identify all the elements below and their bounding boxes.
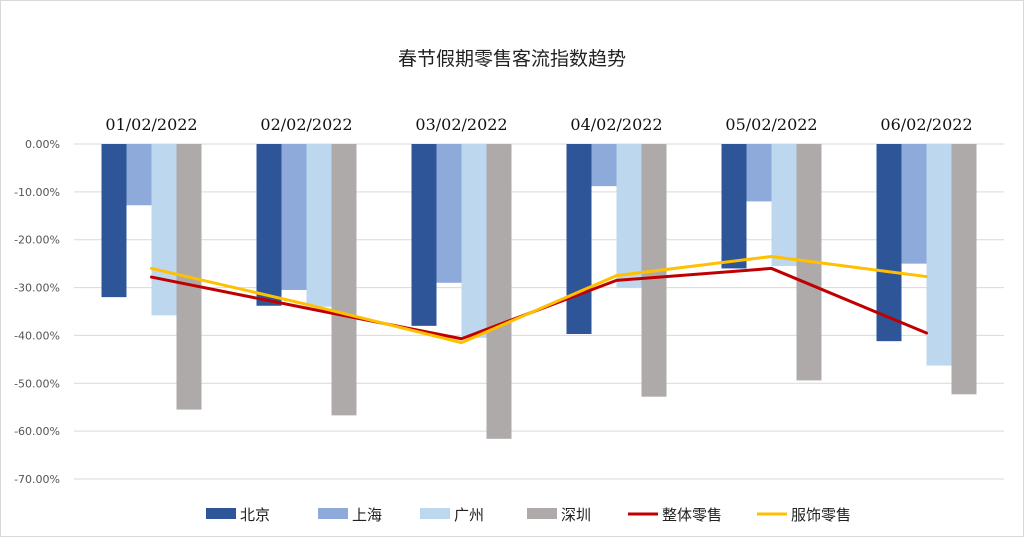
series-line [150, 254, 928, 345]
legend-swatch [420, 508, 450, 519]
bar [281, 144, 307, 290]
chart-title: 春节假期零售客流指数趋势 [398, 48, 626, 70]
legend-label: 服饰零售 [791, 506, 851, 524]
bar [951, 144, 977, 395]
bar [566, 144, 592, 334]
legend-label: 广州 [454, 506, 484, 524]
bar [591, 144, 617, 187]
y-axis-ticks: 0.00% -10.00% -20.00% -30.00% -40.00% -50.00%… [14, 138, 60, 486]
bar [411, 144, 437, 326]
bar [101, 144, 127, 298]
category-label: 06/02/2022 [880, 115, 972, 134]
bar [256, 144, 282, 306]
bar [436, 144, 462, 283]
bar [901, 144, 927, 264]
category-label: 03/02/2022 [415, 115, 507, 134]
bar [331, 144, 357, 416]
lines [150, 254, 928, 345]
legend-swatch [206, 508, 236, 519]
legend-swatch [527, 508, 557, 519]
y-tick-label: -70.00% [14, 473, 60, 486]
bar [616, 144, 642, 288]
y-tick-label: 0.00% [25, 138, 60, 151]
category-label: 05/02/2022 [725, 115, 817, 134]
bar [461, 144, 487, 338]
bar [926, 144, 952, 366]
bar [486, 144, 512, 439]
bar [876, 144, 902, 342]
legend-label: 整体零售 [662, 506, 722, 524]
bar [746, 144, 772, 202]
bar [126, 144, 152, 206]
bar [151, 144, 177, 316]
y-tick-label: -40.00% [14, 329, 60, 342]
y-tick-label: -10.00% [14, 186, 60, 199]
legend: 北京 上海 广州 深圳 整体零售 服饰零售 [206, 506, 851, 524]
y-tick-label: -30.00% [14, 282, 60, 295]
y-tick-label: -20.00% [14, 234, 60, 247]
legend-label: 深圳 [561, 506, 591, 524]
y-tick-label: -60.00% [14, 425, 60, 438]
bars [101, 144, 977, 439]
y-tick-label: -50.00% [14, 377, 60, 390]
category-label: 04/02/2022 [570, 115, 662, 134]
bar [771, 144, 797, 267]
category-labels: 01/02/2022 02/02/2022 03/02/2022 04/02/2022… [105, 115, 972, 134]
legend-label: 上海 [352, 506, 382, 524]
category-label: 02/02/2022 [260, 115, 352, 134]
bar [721, 144, 747, 269]
legend-label: 北京 [240, 506, 270, 524]
bar [306, 144, 332, 307]
gridlines [74, 143, 1004, 480]
legend-swatch [318, 508, 348, 519]
category-label: 01/02/2022 [105, 115, 197, 134]
